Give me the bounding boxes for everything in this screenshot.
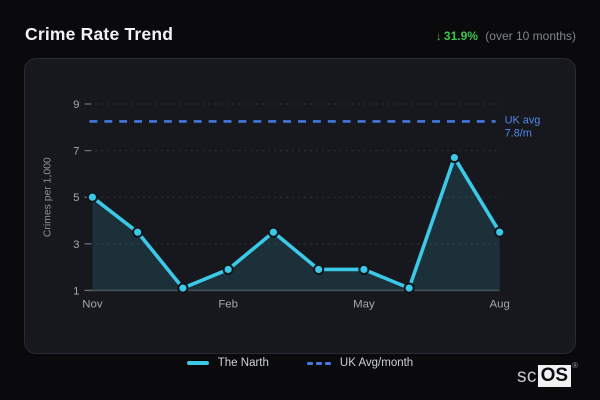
data-point-may[interactable] xyxy=(358,263,370,276)
registered-trademark-icon: ® xyxy=(572,361,578,370)
logo-text-os: OS xyxy=(537,365,572,387)
delta-percent: 31.9% xyxy=(443,29,478,43)
y-axis-title: Crimes per 1,000 xyxy=(43,157,54,237)
legend-label-the-narth: The Narth xyxy=(217,357,269,369)
data-point-mar[interactable] xyxy=(267,226,279,238)
down-arrow-icon: ↓ xyxy=(435,29,442,43)
logo-text-sc: sc xyxy=(517,365,537,387)
data-point-apr[interactable] xyxy=(313,263,325,276)
x-tick-label: Feb xyxy=(218,298,238,310)
chart-legend: The Narth UK Avg/month xyxy=(0,357,600,369)
page-title: Crime Rate Trend xyxy=(25,24,174,44)
data-point-dec[interactable] xyxy=(132,226,144,238)
line-chart: 1 3 5 7 9 Nov Feb May Aug Crimes per 1,000 UK avg7… xyxy=(43,99,541,310)
y-tick-label: 5 xyxy=(73,192,79,204)
data-point-jun[interactable] xyxy=(403,282,415,294)
reference-dash-swatch xyxy=(306,361,331,365)
data-point-jul[interactable] xyxy=(448,152,460,164)
series-area-fill xyxy=(92,157,500,291)
chart-card: 1 3 5 7 9 Nov Feb May Aug Crimes per 1,000 UK avg 7… xyxy=(24,58,576,354)
y-tick-label: 7 xyxy=(73,146,79,158)
y-tick-label: 9 xyxy=(73,99,79,111)
legend-item-uk-avg[interactable]: UK Avg/month xyxy=(306,357,414,369)
data-point-aug[interactable] xyxy=(494,226,506,238)
data-point-nov[interactable] xyxy=(86,191,98,203)
header: Crime Rate Trend ↓ 31.9% (over 10 months) xyxy=(0,0,600,58)
y-tick-label: 3 xyxy=(73,239,79,251)
series-line-swatch xyxy=(186,361,209,365)
scos-logo: sc OS ® xyxy=(517,361,578,387)
legend-item-the-narth[interactable]: The Narth xyxy=(186,357,269,369)
series-line-the-narth xyxy=(90,155,502,290)
trend-delta: ↓ 31.9% (over 10 months) xyxy=(436,29,576,43)
legend-label-uk-avg: UK Avg/month xyxy=(339,357,414,369)
x-tick-label: Aug xyxy=(489,298,509,310)
x-tick-label: Nov xyxy=(82,298,103,310)
uk-avg-label-line2: 7.8/m xyxy=(505,127,532,139)
delta-period: (over 10 months) xyxy=(485,29,576,43)
y-tick-label: 1 xyxy=(73,285,79,297)
data-point-feb[interactable] xyxy=(222,263,234,276)
uk-avg-label-line1: UK avg xyxy=(505,114,541,126)
data-point-jan[interactable] xyxy=(177,282,189,294)
x-tick-label: May xyxy=(353,298,375,310)
